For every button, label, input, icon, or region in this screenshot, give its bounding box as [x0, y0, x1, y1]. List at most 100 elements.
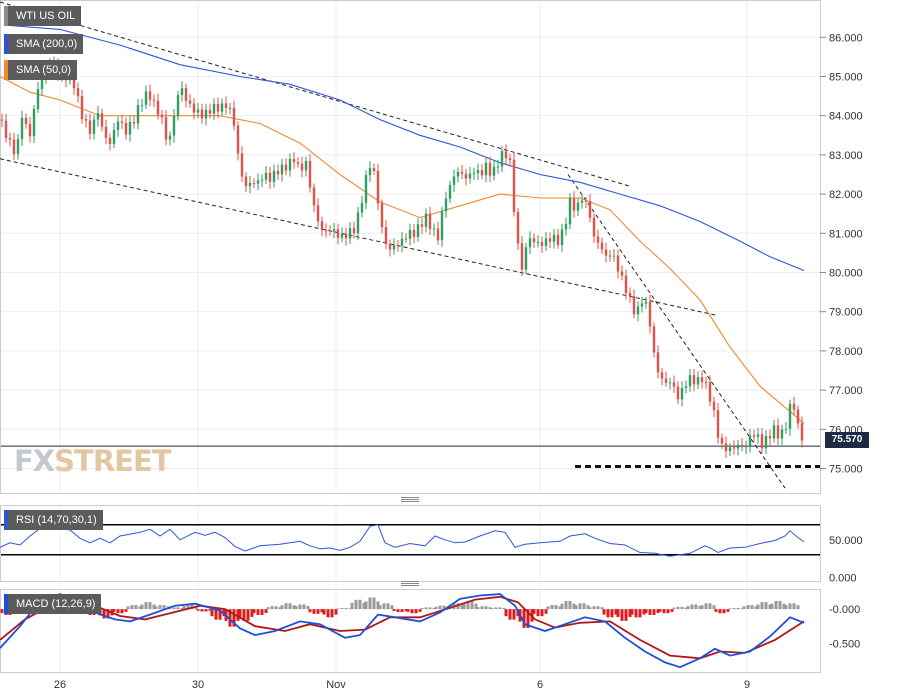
candle-body — [540, 242, 544, 246]
macd-histogram-bar — [532, 609, 536, 614]
candle-body — [448, 184, 452, 199]
macd-histogram-bar — [474, 603, 478, 610]
candlesticks — [0, 56, 804, 459]
legend-macd[interactable]: MACD (12,26,9) — [4, 594, 102, 614]
rsi-tick-label: 50.000 — [829, 535, 863, 547]
macd-histogram-bar — [726, 609, 730, 612]
candle-body — [672, 382, 676, 387]
macd-histogram-bar — [728, 608, 732, 610]
candle-body — [612, 255, 616, 257]
candle-body — [584, 200, 588, 202]
candle-body — [80, 96, 84, 120]
candle-body — [756, 434, 760, 437]
candle-body — [276, 170, 280, 175]
legend-rsi-label: RSI (14,70,30,1) — [16, 514, 97, 526]
candle-body — [412, 229, 416, 237]
macd-histogram-bar — [306, 606, 310, 610]
candle-body — [124, 122, 128, 135]
sma200-line — [9, 24, 805, 272]
candle-body — [628, 293, 632, 297]
macd-histogram-bar — [320, 609, 324, 613]
legend-sma200[interactable]: SMA (200,0) — [4, 34, 84, 54]
macd-histogram-bar — [246, 609, 250, 621]
legend-sma50[interactable]: SMA (50,0) — [4, 60, 78, 80]
candle-body — [416, 224, 420, 237]
price-tick-label: 82.000 — [829, 189, 863, 201]
macd-histogram-bar — [120, 609, 124, 614]
candle-body — [684, 386, 688, 388]
macd-histogram-bar — [322, 609, 326, 615]
candle-body — [532, 238, 536, 243]
price-tick-label: 77.000 — [829, 385, 863, 397]
macd-histogram-bar — [722, 609, 726, 614]
macd-histogram-bar — [112, 609, 116, 612]
panel-resize-handle[interactable] — [400, 496, 420, 503]
candle-body — [692, 375, 696, 385]
candle-body — [224, 103, 228, 109]
macd-histogram-bar — [484, 606, 488, 610]
trendline — [0, 1, 631, 187]
macd-histogram-bar — [438, 605, 442, 610]
candle-body — [592, 217, 596, 237]
candle-body — [164, 117, 168, 140]
macd-histogram-bar — [350, 602, 354, 610]
macd-histogram-bar — [672, 607, 676, 610]
macd-histogram-bar — [200, 609, 204, 612]
candle-body — [352, 228, 356, 234]
candle-body — [104, 126, 108, 138]
price-tick-label: 75.000 — [829, 463, 863, 475]
candle-body — [168, 135, 172, 140]
macd-histogram-bar — [596, 606, 600, 610]
macd-histogram-bar — [508, 609, 512, 620]
legend-wti[interactable]: WTI US OIL — [4, 6, 82, 26]
macd-histogram-bar — [364, 601, 368, 610]
candle-body — [600, 242, 604, 250]
candle-body — [656, 352, 660, 373]
legend-rsi[interactable]: RSI (14,70,30,1) — [4, 510, 103, 530]
candle-body — [776, 425, 780, 439]
price-tick-label: 84.000 — [829, 111, 863, 123]
candle-body — [32, 108, 36, 137]
candle-body — [264, 172, 268, 180]
macd-histogram-bar — [186, 604, 190, 610]
candle-body — [136, 105, 140, 124]
panel-resize-handle[interactable] — [400, 580, 420, 587]
macd-histogram-bar — [610, 609, 614, 618]
macd-histogram-bar — [750, 605, 754, 610]
candle-body — [328, 230, 332, 232]
candle-body — [748, 435, 752, 447]
candle-body — [324, 230, 328, 232]
macd-histogram-bar — [572, 603, 576, 610]
macd-histogram-bar — [278, 607, 282, 610]
candle-body — [488, 162, 492, 176]
candle-body — [476, 170, 480, 174]
macd-histogram-bar — [316, 609, 320, 614]
macd-histogram-bar — [420, 607, 424, 610]
macd-histogram-bar — [616, 609, 620, 617]
candle-body — [632, 296, 636, 315]
macd-histogram-bar — [560, 603, 564, 610]
macd-histogram-bar — [684, 607, 688, 610]
candle-body — [108, 137, 112, 144]
candle-body — [268, 172, 272, 182]
candle-body — [364, 175, 368, 203]
macd-histogram-bar — [666, 609, 670, 614]
macd-histogram-bar — [694, 604, 698, 610]
macd-histogram-bar — [0, 609, 4, 614]
candle-body — [644, 301, 648, 304]
macd-histogram-bar — [214, 609, 218, 620]
candle-body — [796, 409, 800, 424]
macd-histogram-bar — [302, 604, 306, 610]
macd-histogram-bar — [288, 603, 292, 610]
candle-body — [596, 236, 600, 243]
macd-histogram-bar — [168, 607, 172, 610]
macd-histogram-bar — [466, 600, 470, 610]
x-tick-label: 30 — [192, 679, 204, 691]
candle-body — [764, 436, 768, 449]
macd-histogram-bar — [334, 609, 338, 615]
macd-histogram-bar — [736, 607, 740, 610]
macd-histogram-bar — [308, 609, 312, 613]
macd-histogram-bar — [378, 605, 382, 610]
candle-body — [76, 88, 80, 97]
macd-histogram-bar — [148, 602, 152, 610]
